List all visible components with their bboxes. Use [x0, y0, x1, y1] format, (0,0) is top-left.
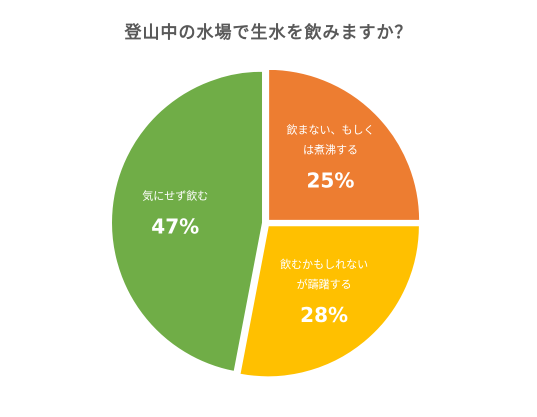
slice-3-category-label: 気にせず飲む [142, 188, 208, 202]
pie-slice-3 [110, 69, 265, 374]
slice-2-value-label: 28% [300, 303, 348, 327]
slice-1-value-label: 25% [307, 169, 355, 193]
slice-3-value-label: 47% [151, 214, 199, 238]
pie-slice-2 [238, 224, 421, 379]
slice-2-category-label: が躊躇する [297, 277, 352, 291]
slice-2-category-label: 飲むかもしれない [280, 257, 368, 271]
slice-1-category-label: 飲まない、もしく [286, 123, 374, 137]
pie-slice-1 [267, 67, 422, 222]
slice-1-category-label: は煮沸する [303, 144, 358, 157]
chart-title: 登山中の水場で生水を飲みますか？ [124, 23, 413, 43]
